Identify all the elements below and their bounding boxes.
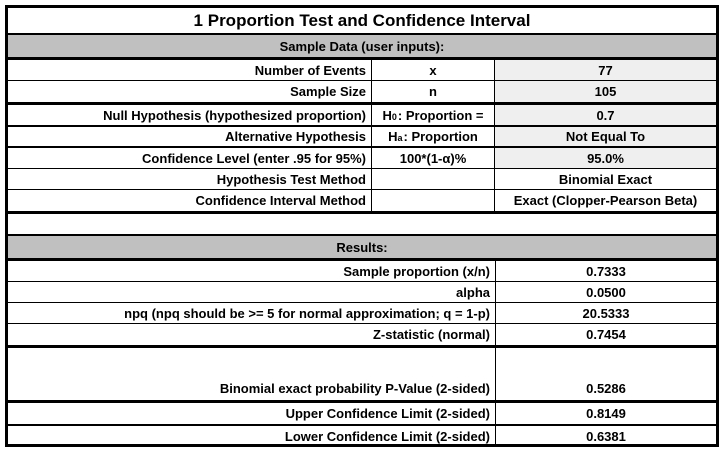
row-binomial-exact-p-value: Binomial exact probability P-Value (2-si… (8, 348, 716, 403)
h0-rest: : Proportion = (397, 107, 484, 123)
input-sample-size[interactable]: 105 (495, 81, 716, 102)
symbol-confidence-formula: 100*(1-α)% (372, 148, 495, 168)
label-lower-confidence-limit: Lower Confidence Limit (2-sided) (8, 426, 496, 447)
row-confidence-level: Confidence Level (enter .95 for 95%) 100… (8, 148, 716, 169)
symbol-empty-test-method (372, 169, 495, 189)
input-hypothesis-test-method[interactable]: Binomial Exact (558, 171, 653, 187)
value-alpha: 0.0500 (586, 284, 626, 300)
spacer-row (8, 214, 716, 236)
section-header-sample-data: Sample Data (user inputs): (279, 38, 445, 54)
input-confidence-interval-method[interactable]: Exact (Clopper-Pearson Beta) (513, 193, 698, 208)
row-alpha: alpha 0.0500 (8, 282, 716, 303)
row-z-statistic: Z-statistic (normal) 0.7454 (8, 324, 716, 348)
input-alternative-hypothesis[interactable]: Not Equal To (495, 127, 716, 146)
label-hypothesis-test-method: Hypothesis Test Method (8, 169, 372, 189)
h0-subscript: 0 (391, 112, 397, 122)
row-number-of-events: Number of Events x 77 (8, 60, 716, 81)
row-upper-confidence-limit: Upper Confidence Limit (2-sided) 0.8149 (8, 403, 716, 426)
row-confidence-interval-method: Confidence Interval Method Exact (Cloppe… (8, 190, 716, 214)
input-confidence-level[interactable]: 95.0% (495, 148, 716, 168)
label-null-hypothesis: Null Hypothesis (hypothesized proportion… (8, 105, 372, 125)
ha-rest: : Proportion (403, 129, 478, 144)
value-sample-proportion: 0.7333 (586, 263, 626, 279)
one-proportion-test-worksheet: 1 Proportion Test and Confidence Interva… (5, 5, 719, 447)
label-confidence-interval-method: Confidence Interval Method (8, 190, 372, 211)
row-sample-size: Sample Size n 105 (8, 81, 716, 105)
input-number-of-events[interactable]: 77 (495, 60, 716, 80)
label-alpha: alpha (8, 282, 496, 302)
input-null-proportion[interactable]: 0.7 (495, 105, 716, 125)
label-sample-size: Sample Size (8, 81, 372, 102)
h0-base: H (382, 107, 392, 123)
section-header-results-row: Results: (8, 236, 716, 261)
value-upper-confidence-limit: 0.8149 (586, 406, 626, 421)
value-z-statistic: 0.7454 (586, 327, 626, 342)
label-sample-proportion: Sample proportion (x/n) (8, 261, 496, 281)
page-title: 1 Proportion Test and Confidence Interva… (193, 10, 531, 30)
value-lower-confidence-limit: 0.6381 (586, 429, 626, 444)
row-sample-proportion: Sample proportion (x/n) 0.7333 (8, 261, 716, 282)
row-npq: npq (npq should be >= 5 for normal appro… (8, 303, 716, 324)
label-upper-confidence-limit: Upper Confidence Limit (2-sided) (8, 403, 496, 424)
ha-subscript: a (397, 133, 403, 143)
label-binomial-exact-p-value: Binomial exact probability P-Value (2-si… (8, 348, 496, 400)
row-null-hypothesis: Null Hypothesis (hypothesized proportion… (8, 105, 716, 127)
symbol-x: x (372, 60, 495, 80)
label-alternative-hypothesis: Alternative Hypothesis (8, 127, 372, 146)
label-z-statistic: Z-statistic (normal) (8, 324, 496, 345)
label-number-of-events: Number of Events (8, 60, 372, 80)
row-lower-confidence-limit: Lower Confidence Limit (2-sided) 0.6381 (8, 426, 716, 447)
symbol-empty-ci-method (372, 190, 495, 211)
label-npq: npq (npq should be >= 5 for normal appro… (8, 303, 496, 323)
section-header-results: Results: (336, 239, 388, 255)
symbol-n: n (372, 81, 495, 102)
label-confidence-level: Confidence Level (enter .95 for 95%) (8, 148, 372, 168)
value-npq: 20.5333 (582, 305, 630, 321)
title-row: 1 Proportion Test and Confidence Interva… (8, 8, 716, 35)
ha-base: H (388, 129, 398, 144)
value-binomial-exact-p-value: 0.5286 (586, 381, 626, 396)
section-header-sample-data-row: Sample Data (user inputs): (8, 35, 716, 60)
spacer-cell (8, 214, 716, 234)
row-hypothesis-test-method: Hypothesis Test Method Binomial Exact (8, 169, 716, 190)
